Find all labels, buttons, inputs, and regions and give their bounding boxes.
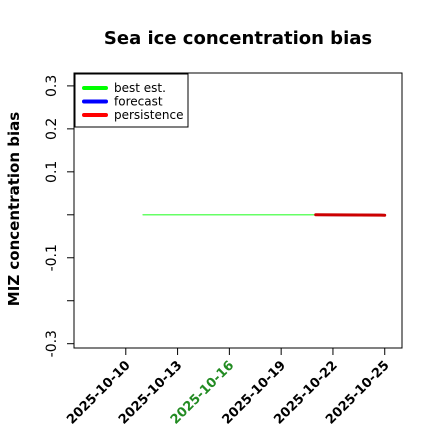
y-tick-label: 0.1 <box>44 161 60 183</box>
y-tick-label: 0.2 <box>44 118 60 140</box>
legend-label: persistence <box>114 108 183 122</box>
legend-label: best est. <box>114 81 166 95</box>
x-axis: 2025-10-102025-10-132025-10-162025-10-19… <box>64 348 393 428</box>
y-tick-label: 0.3 <box>44 75 60 97</box>
y-axis: -0.3 -0.1 0.1 0.2 0.3 <box>44 75 74 357</box>
legend-label: forecast <box>114 95 163 109</box>
plot-area <box>73 72 403 349</box>
y-tick-label: -0.1 <box>44 244 60 271</box>
y-axis-label: MIZ concentration bias <box>5 112 23 306</box>
y-tick-label: -0.3 <box>44 330 60 357</box>
chart-title: Sea ice concentration bias <box>104 28 372 49</box>
